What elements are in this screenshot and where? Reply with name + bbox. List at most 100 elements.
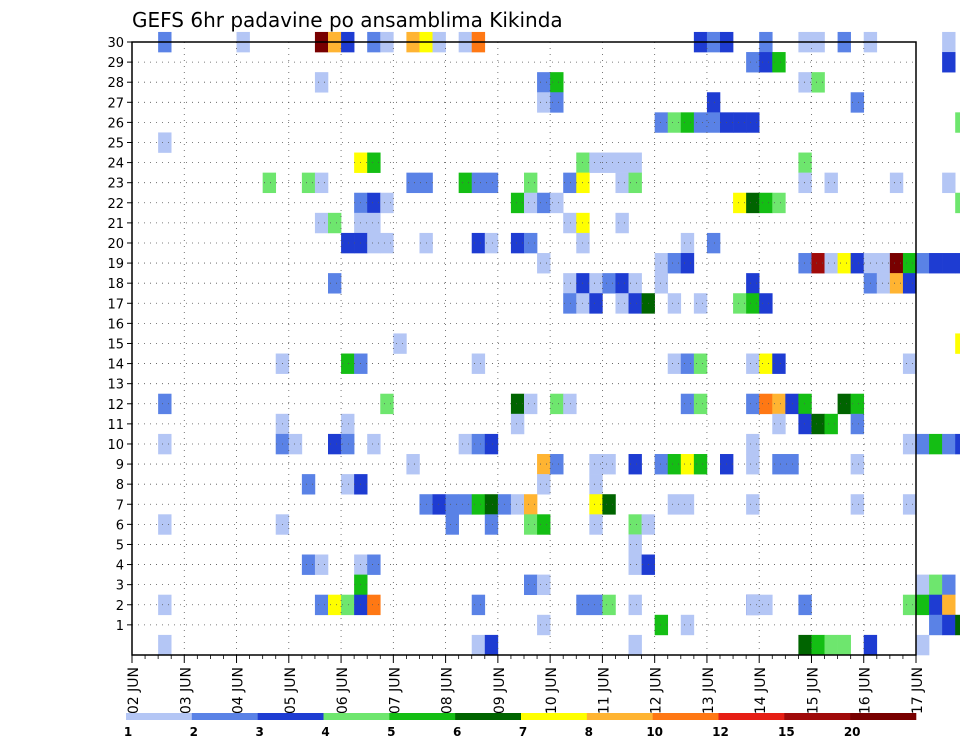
- heatmap-cell: [314, 554, 329, 575]
- heatmap-cell: [667, 494, 682, 515]
- heatmap-cell: [445, 514, 459, 535]
- heatmap-cell: [314, 212, 329, 234]
- heatmap-cell: [589, 594, 603, 616]
- heatmap-cell: [484, 232, 499, 254]
- heatmap-cell: [484, 433, 499, 455]
- heatmap-cell: [746, 433, 760, 455]
- heatmap-cell: [432, 494, 446, 515]
- heatmap-cell: [484, 514, 499, 535]
- heatmap-cell: [746, 112, 760, 133]
- heatmap-cell: [693, 393, 708, 415]
- heatmap-cell: [524, 494, 538, 515]
- legend-label: 12: [712, 725, 729, 739]
- heatmap-cell: [654, 273, 669, 294]
- heatmap-cell: [733, 293, 747, 314]
- heatmap-cell: [667, 454, 682, 475]
- heatmap-cell: [471, 172, 486, 194]
- heatmap-cell: [341, 433, 355, 455]
- heatmap-cell: [902, 594, 917, 616]
- heatmap-cell: [524, 574, 538, 596]
- heatmap-cell: [759, 393, 773, 415]
- heatmap-cell: [471, 433, 486, 455]
- heatmap-cell: [798, 634, 812, 656]
- legend-label: 20: [844, 725, 861, 739]
- heatmap-cell: [471, 232, 486, 254]
- heatmap-cell: [341, 353, 355, 374]
- heatmap-cell: [772, 353, 786, 374]
- heatmap-cell: [811, 413, 825, 435]
- heatmap-cell: [929, 614, 943, 636]
- heatmap-cell: [602, 273, 616, 294]
- heatmap-cell: [942, 52, 956, 73]
- heatmap-cell: [942, 614, 956, 636]
- heatmap-cell: [367, 152, 381, 173]
- y-tick-label: 22: [107, 197, 124, 212]
- x-tick-label: 07 JUN: [387, 667, 403, 714]
- x-tick-label: 02 JUN: [126, 667, 142, 714]
- x-tick-label: 04 JUN: [231, 667, 247, 714]
- heatmap-cell: [367, 594, 381, 616]
- heatmap-cell: [537, 514, 551, 535]
- heatmap-cell: [328, 212, 342, 234]
- heatmap-cell: [824, 413, 838, 435]
- gridlines: [132, 41, 916, 655]
- x-tick-label: 09 JUN: [492, 667, 508, 714]
- y-tick-label: 21: [107, 217, 124, 232]
- y-tick-label: 12: [107, 398, 124, 413]
- heatmap-cell: [563, 293, 577, 314]
- heatmap-cell: [811, 253, 825, 274]
- heatmap-cell: [537, 454, 551, 475]
- heatmap-cell: [550, 72, 564, 93]
- heatmap-cell: [471, 594, 486, 616]
- heatmap-cell: [393, 333, 407, 354]
- heatmap-cell: [262, 172, 277, 194]
- heatmap-cell: [510, 494, 525, 515]
- heatmap-cell: [733, 192, 747, 214]
- heatmap-cell: [680, 614, 695, 636]
- x-tick-label: 13 JUN: [701, 667, 717, 714]
- legend-label: 3: [255, 725, 263, 739]
- heatmap-cell: [537, 574, 551, 596]
- legend-swatch: [521, 713, 588, 720]
- heatmap-cell: [902, 353, 917, 374]
- y-tick-label: 23: [107, 177, 124, 192]
- heatmap-cell: [706, 232, 721, 254]
- heatmap-cell: [693, 454, 708, 475]
- legend-label: 2: [190, 725, 198, 739]
- heatmap-cell: [314, 72, 329, 93]
- heatmap-cell: [654, 614, 669, 636]
- heatmap-cell: [850, 454, 865, 475]
- heatmap-cell: [850, 413, 865, 435]
- heatmap-cell: [850, 393, 865, 415]
- heatmap-cell: [628, 554, 642, 575]
- heatmap-cell: [628, 454, 642, 475]
- heatmap-cell: [916, 433, 930, 455]
- heatmap-cell: [798, 594, 812, 616]
- legend-label: 10: [646, 725, 663, 739]
- heatmap-cell: [158, 433, 172, 455]
- heatmap-cell: [563, 212, 577, 234]
- heatmap-cell: [471, 634, 486, 656]
- heatmap-cell: [589, 454, 603, 475]
- legend-swatch: [257, 713, 324, 720]
- heatmap-cell: [942, 433, 956, 455]
- heatmap-cell: [902, 253, 917, 274]
- legend-label: 8: [585, 725, 593, 739]
- heatmap-cell: [798, 393, 812, 415]
- heatmap-cell: [746, 293, 760, 314]
- y-tick-label: 6: [116, 518, 124, 533]
- heatmap-cell: [916, 634, 930, 656]
- y-tick-label: 17: [107, 297, 124, 312]
- y-tick-label: 24: [107, 157, 124, 172]
- heatmap-cell: [693, 293, 708, 314]
- y-tick-label: 26: [107, 116, 124, 131]
- heatmap-cell: [537, 614, 551, 636]
- heatmap-cell: [889, 253, 904, 274]
- heatmap-cell: [510, 192, 525, 214]
- heatmap-cell: [380, 393, 394, 415]
- x-tick-label: 17 JUN: [910, 667, 926, 714]
- heatmap-cell: [798, 152, 812, 173]
- y-tick-label: 8: [116, 478, 124, 493]
- heatmap-cell: [798, 72, 812, 93]
- heatmap-cell: [746, 273, 760, 294]
